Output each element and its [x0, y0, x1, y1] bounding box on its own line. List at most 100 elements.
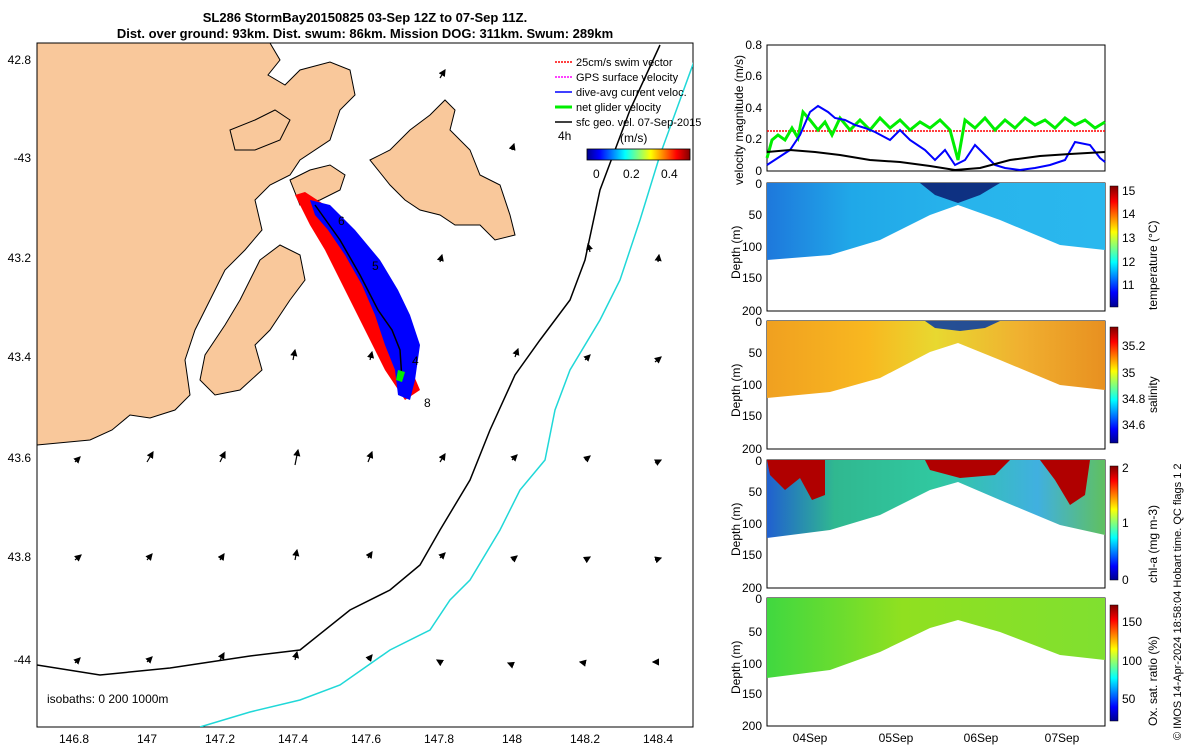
temperature-panel: [766, 182, 1119, 312]
svg-text:13: 13: [1122, 231, 1136, 245]
svg-text:06Sep: 06Sep: [964, 731, 999, 745]
svg-text:0: 0: [755, 315, 762, 329]
svg-text:200: 200: [742, 581, 762, 595]
track-current-vectors: [310, 200, 420, 400]
day-marker-8: 8: [424, 396, 431, 410]
svg-text:12: 12: [1122, 255, 1136, 269]
svg-text:147.2: 147.2: [205, 732, 235, 746]
map-colorbar: [586, 148, 691, 161]
map-legend: 25cm/s swim vector GPS surface velocity …: [555, 57, 701, 181]
svg-text:04Sep: 04Sep: [793, 731, 828, 745]
svg-text:148.2: 148.2: [570, 732, 600, 746]
depth-label-chla: Depth (m): [729, 503, 743, 556]
svg-text:100: 100: [742, 240, 762, 254]
svg-text:-44: -44: [14, 653, 32, 667]
colorbar-tick-04: 0.4: [661, 167, 678, 181]
svg-text:0.8: 0.8: [745, 38, 762, 52]
legend-time: 4h: [558, 129, 571, 143]
day-marker-5: 5: [372, 259, 379, 273]
day-marker-4: 4: [412, 354, 419, 368]
time-x-ticks: 04Sep 05Sep 06Sep 07Sep: [793, 731, 1080, 745]
velocity-y-ticks: 0 0.2 0.4 0.6 0.8: [745, 38, 762, 178]
isobath-label: isobaths: 0 200 1000m: [47, 692, 168, 706]
legend-current: dive-avg current veloc.: [576, 87, 687, 99]
svg-text:150: 150: [742, 271, 762, 285]
colorbar-label: (m/s): [620, 131, 647, 145]
svg-text:150: 150: [742, 548, 762, 562]
svg-text:0: 0: [755, 592, 762, 606]
svg-text:0.6: 0.6: [745, 69, 762, 83]
svg-text:100: 100: [1122, 654, 1142, 668]
svg-text:0.2: 0.2: [745, 132, 762, 146]
svg-text:43.4: 43.4: [8, 350, 32, 364]
velocity-ylabel: velocity magnitude (m/s): [732, 55, 746, 185]
svg-text:147.8: 147.8: [424, 732, 454, 746]
net-velocity-series: [765, 108, 1106, 161]
depth-label-temp: Depth (m): [729, 226, 743, 279]
map-panel: 6 5 4 8: [8, 42, 701, 746]
svg-text:0: 0: [755, 454, 762, 468]
chla-panel: [766, 459, 1119, 589]
map-title-line1: SL286 StormBay20150825 03-Sep 12Z to 07-…: [202, 10, 528, 25]
svg-text:146.8: 146.8: [59, 732, 89, 746]
svg-text:50: 50: [749, 208, 763, 222]
land-east-strip: [229, 109, 291, 151]
svg-text:43.2: 43.2: [8, 251, 32, 265]
map-x-ticks: 146.8 147 147.2 147.4 147.6 147.8 148 14…: [59, 732, 673, 746]
legend-net: net glider velocity: [576, 102, 661, 114]
map-title-line2: Dist. over ground: 93km. Dist. swum: 86k…: [116, 26, 614, 41]
velocity-panel: 0 0.2 0.4 0.6 0.8 velocity magnitude (m/…: [732, 38, 1106, 185]
svg-text:148: 148: [502, 732, 522, 746]
chla-label: chl-a (mg m-3): [1146, 505, 1160, 583]
day-marker-6: 6: [338, 214, 345, 228]
svg-text:150: 150: [742, 409, 762, 423]
svg-text:0: 0: [755, 164, 762, 178]
svg-text:15: 15: [1122, 184, 1136, 198]
svg-text:0: 0: [755, 177, 762, 191]
legend-gps: GPS surface velocity: [576, 72, 679, 84]
depth-label-sal: Depth (m): [729, 364, 743, 417]
svg-text:147.6: 147.6: [351, 732, 381, 746]
svg-text:200: 200: [742, 304, 762, 318]
salinity-panel: [766, 320, 1119, 450]
current-velocity-series: [766, 104, 1106, 172]
svg-text:147: 147: [137, 732, 157, 746]
svg-text:2: 2: [1122, 461, 1129, 475]
svg-text:35: 35: [1122, 366, 1136, 380]
svg-text:07Sep: 07Sep: [1045, 731, 1080, 745]
svg-text:147.4: 147.4: [278, 732, 308, 746]
depth-ticks: 0 50 100 150 200 0 50 100 150 200 0 50 1…: [742, 177, 762, 733]
colorbar-ticks: 15 14 13 12 11 35.2 35 34.8 34.6 2 1 0 1…: [1122, 184, 1146, 706]
svg-text:34.8: 34.8: [1122, 392, 1146, 406]
legend-geo: sfc geo. vel. 07-Sep-2015: [576, 117, 701, 129]
svg-text:148.4: 148.4: [643, 732, 673, 746]
track-gps: [396, 370, 405, 382]
svg-text:150: 150: [1122, 615, 1142, 629]
land-tasman-peninsula: [199, 244, 306, 396]
colorbar-tick-0: 0: [593, 167, 600, 181]
svg-text:50: 50: [749, 346, 763, 360]
svg-text:100: 100: [742, 657, 762, 671]
svg-text:34.6: 34.6: [1122, 418, 1146, 432]
svg-text:100: 100: [742, 517, 762, 531]
svg-text:-43: -43: [14, 151, 32, 165]
svg-text:200: 200: [742, 442, 762, 456]
svg-text:42.8: 42.8: [8, 53, 32, 67]
geostrophic-vectors: [73, 68, 663, 669]
svg-text:11: 11: [1122, 278, 1135, 292]
svg-text:100: 100: [742, 378, 762, 392]
svg-text:0: 0: [1122, 573, 1129, 587]
salinity-label: salinity: [1146, 376, 1160, 413]
oxsat-panel: [766, 597, 1119, 727]
svg-text:50: 50: [749, 625, 763, 639]
svg-text:05Sep: 05Sep: [879, 731, 914, 745]
geo-velocity-series: [766, 148, 1106, 172]
svg-text:43.6: 43.6: [8, 451, 32, 465]
land-forestier-peninsula: [369, 99, 516, 241]
svg-text:150: 150: [742, 687, 762, 701]
svg-text:50: 50: [749, 485, 763, 499]
isobath-1000m: [199, 62, 693, 727]
svg-text:200: 200: [742, 719, 762, 733]
svg-text:35.2: 35.2: [1122, 339, 1146, 353]
